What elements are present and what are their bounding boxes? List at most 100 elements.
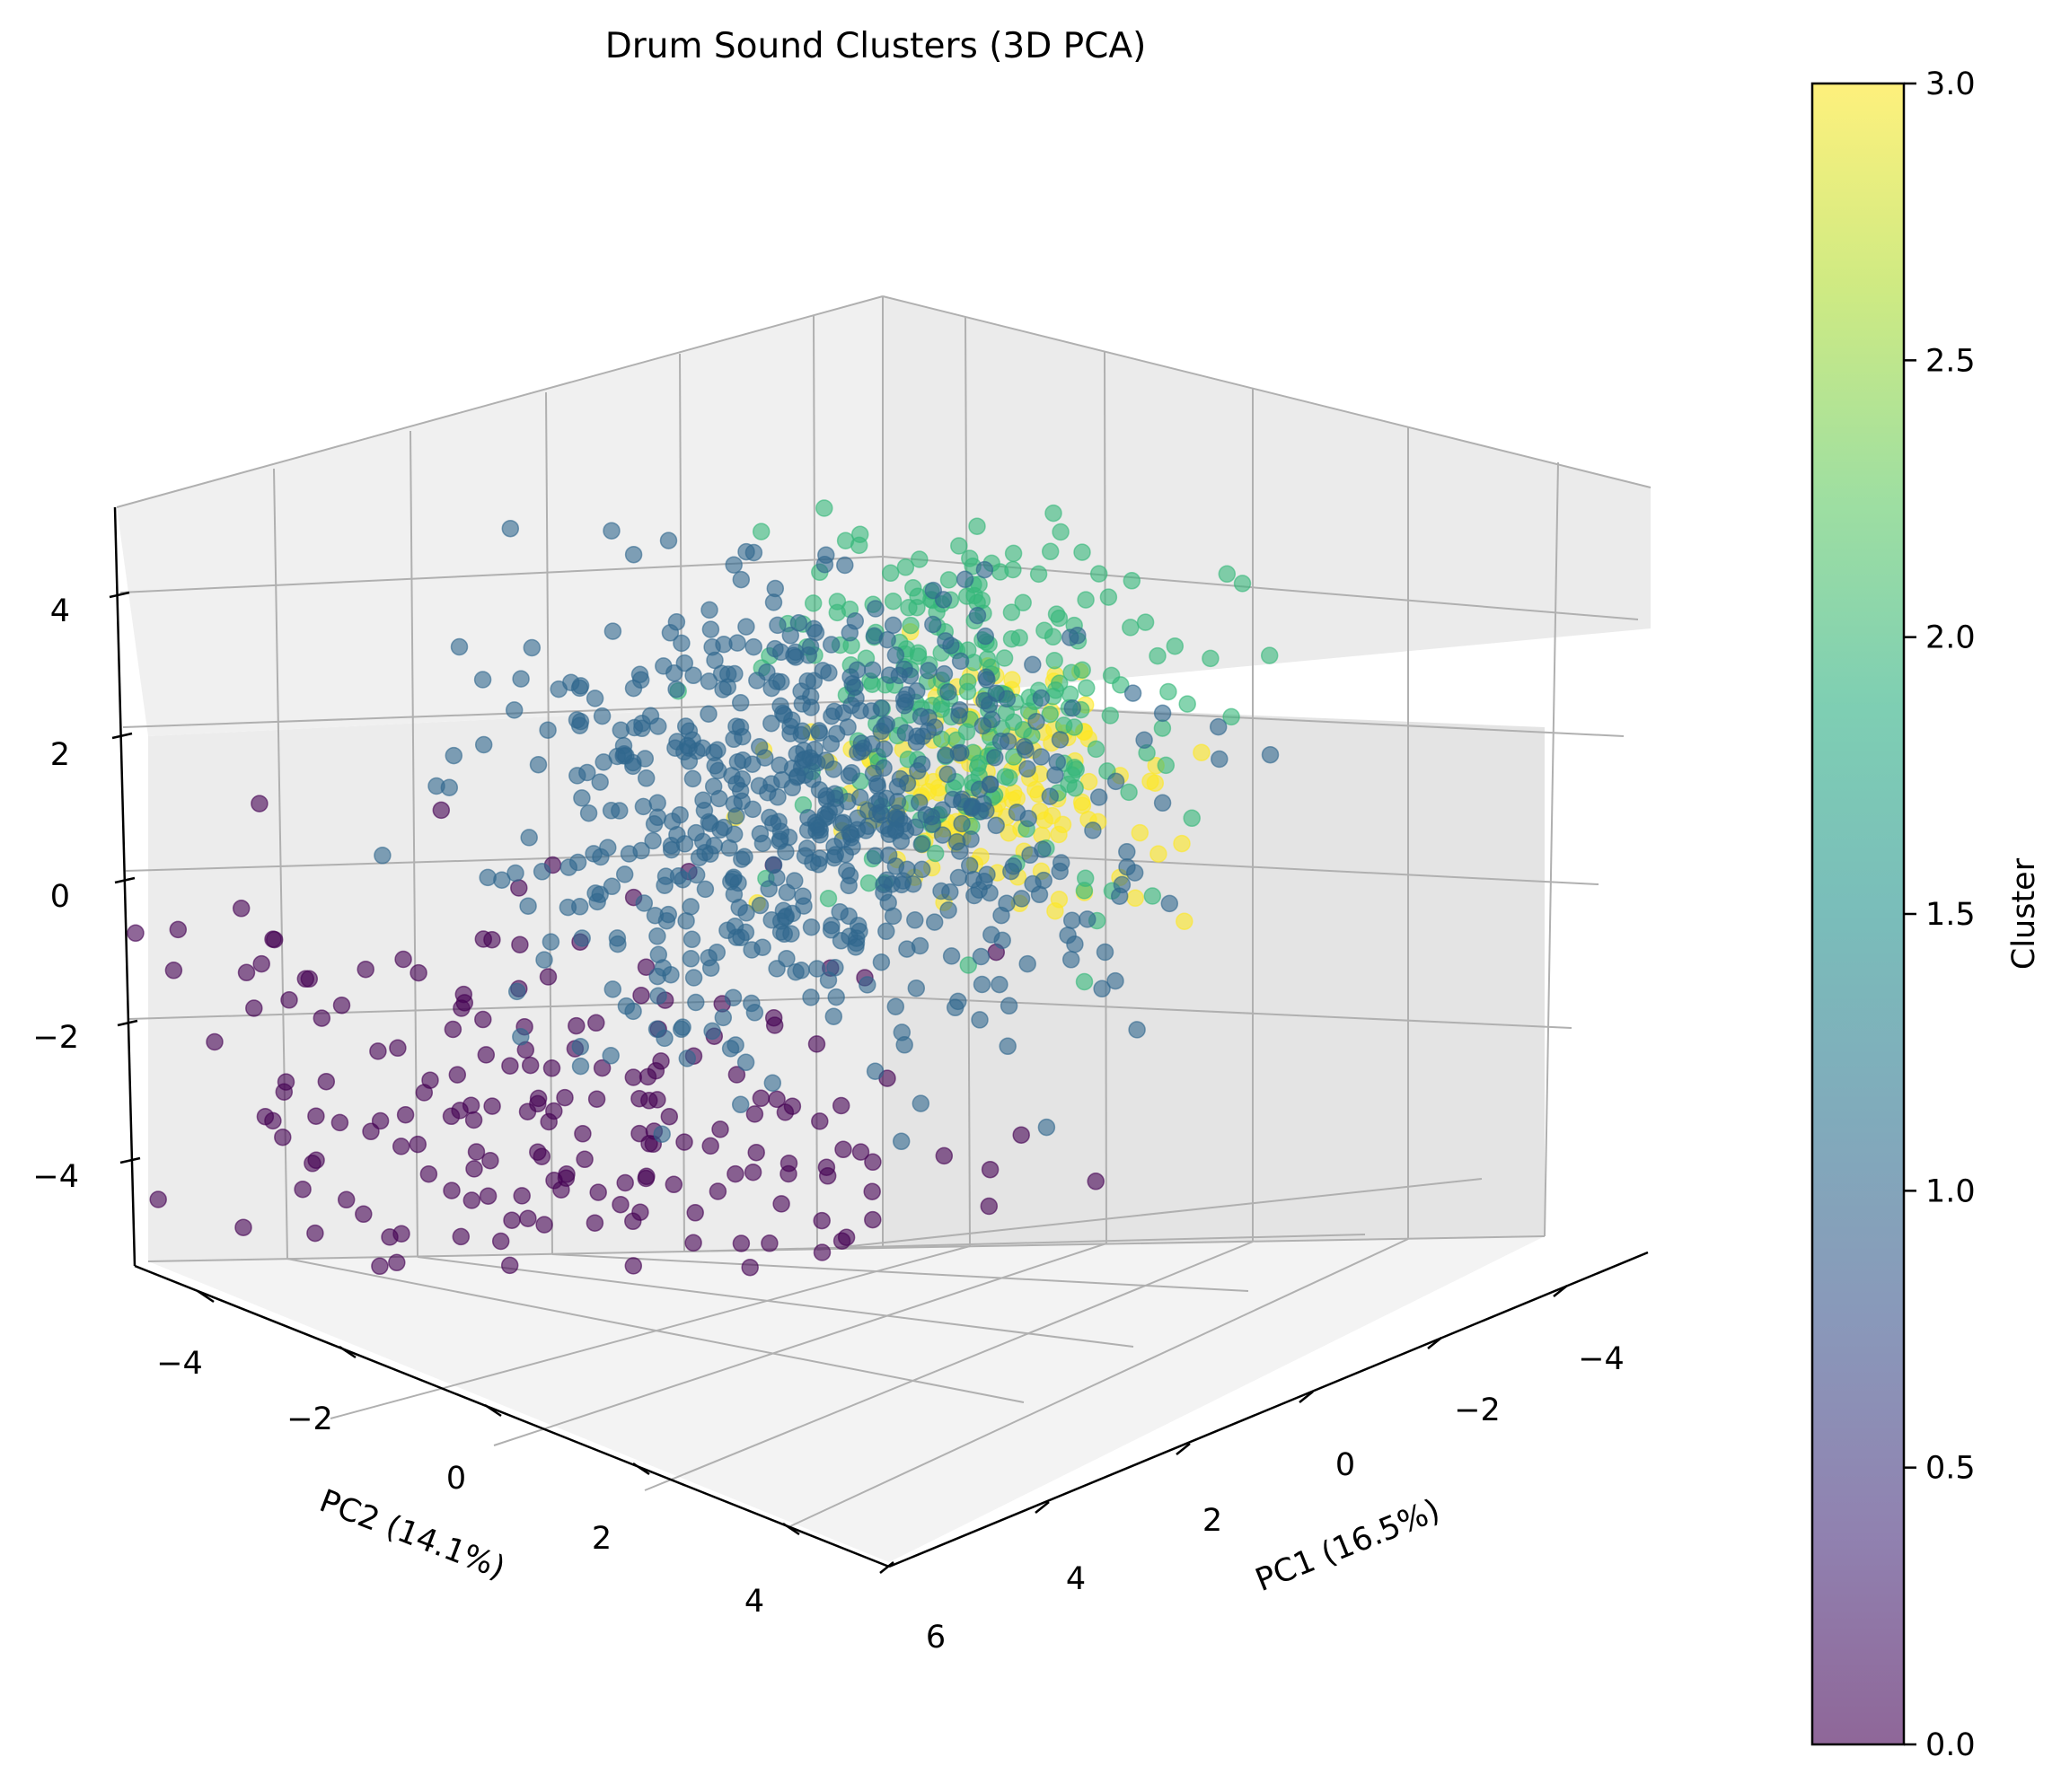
scatter-point-cluster-1 xyxy=(872,698,891,717)
scatter-point-cluster-1 xyxy=(877,922,895,941)
scatter-point-cluster-0 xyxy=(294,1180,312,1199)
scatter-point-cluster-1 xyxy=(648,808,667,827)
scatter-point-cluster-2 xyxy=(1153,719,1172,737)
scatter-point-cluster-1 xyxy=(872,953,891,971)
scatter-point-cluster-1 xyxy=(827,988,845,1006)
scatter-point-cluster-1 xyxy=(786,872,804,890)
scatter-point-cluster-1 xyxy=(682,898,700,916)
scatter-point-cluster-1 xyxy=(1024,655,1042,674)
z-tick-label: 4 xyxy=(50,593,70,629)
scatter-point-cluster-1 xyxy=(907,733,926,751)
scatter-point-cluster-1 xyxy=(700,705,718,723)
scatter-point-cluster-2 xyxy=(909,644,928,663)
scatter-point-cluster-1 xyxy=(696,880,715,899)
scatter-point-cluster-0 xyxy=(371,1111,390,1130)
scatter-point-cluster-1 xyxy=(1118,857,1136,876)
scatter-point-cluster-0 xyxy=(764,1008,783,1027)
scatter-point-cluster-1 xyxy=(992,906,1010,925)
scatter-point-cluster-0 xyxy=(686,1204,704,1222)
scatter-point-cluster-0 xyxy=(491,1232,510,1251)
scatter-point-cluster-1 xyxy=(946,998,964,1017)
scatter-point-cluster-1 xyxy=(991,732,1010,751)
scatter-point-cluster-0 xyxy=(638,1167,656,1186)
scatter-point-cluster-1 xyxy=(501,519,520,538)
scatter-point-cluster-0 xyxy=(127,924,145,943)
y-tick-label: 0 xyxy=(446,1461,466,1497)
scatter-point-cluster-0 xyxy=(371,1257,389,1276)
scatter-point-cluster-0 xyxy=(587,1090,606,1108)
scatter-point-cluster-1 xyxy=(991,975,1008,994)
scatter-point-cluster-0 xyxy=(834,1140,852,1159)
scatter-point-cluster-1 xyxy=(675,654,694,672)
scatter-point-cluster-1 xyxy=(866,1062,885,1080)
z-ticks: 4 2 0 −2 −4 xyxy=(32,591,141,1195)
scatter-point-cluster-0 xyxy=(624,1257,643,1275)
scatter-point-cluster-0 xyxy=(542,1059,561,1077)
scatter-point-cluster-1 xyxy=(987,816,1005,835)
scatter-point-cluster-1 xyxy=(923,815,942,833)
scatter-point-cluster-1 xyxy=(714,1008,733,1027)
scatter-point-cluster-2 xyxy=(1045,651,1063,670)
scatter-point-cluster-1 xyxy=(1027,712,1045,731)
scatter-point-cluster-1 xyxy=(971,1011,989,1029)
scatter-point-cluster-0 xyxy=(1087,1173,1105,1190)
scatter-point-cluster-0 xyxy=(631,1203,649,1221)
scatter-point-cluster-1 xyxy=(939,901,957,919)
scatter-point-cluster-0 xyxy=(500,1256,519,1275)
scatter-point-cluster-1 xyxy=(533,863,551,881)
scatter-point-cluster-0 xyxy=(264,1111,282,1130)
axes-spines xyxy=(113,506,1649,1568)
colorbar-tick-label: 2.5 xyxy=(1925,343,1976,379)
scatter-point-cluster-2 xyxy=(1218,565,1237,584)
scatter-point-cluster-1 xyxy=(1000,997,1018,1015)
scatter-point-cluster-0 xyxy=(442,1107,461,1126)
scatter-point-cluster-1 xyxy=(846,612,865,630)
x-tick-label: −4 xyxy=(1578,1341,1625,1377)
scatter-point-cluster-1 xyxy=(934,591,953,609)
scatter-point-cluster-2 xyxy=(995,649,1014,667)
scatter-point-cluster-0 xyxy=(474,1010,492,1029)
scatter-point-cluster-1 xyxy=(591,773,609,791)
scatter-point-cluster-2 xyxy=(1101,707,1120,725)
scatter-point-cluster-1 xyxy=(659,531,678,549)
scatter-point-cluster-1 xyxy=(843,838,861,856)
scatter-point-cluster-0 xyxy=(813,1211,831,1230)
y-axis-label: PC2 (14.1%) xyxy=(314,1483,509,1586)
scatter-point-cluster-0 xyxy=(410,963,427,982)
scatter-point-cluster-1 xyxy=(846,678,864,696)
scatter-point-cluster-2 xyxy=(815,499,833,517)
scatter-point-cluster-1 xyxy=(617,747,635,765)
scatter-point-cluster-1 xyxy=(863,661,882,679)
scatter-point-cluster-1 xyxy=(884,616,903,635)
scatter-point-cluster-1 xyxy=(1106,772,1125,791)
scatter-point-cluster-1 xyxy=(731,718,750,736)
scatter-point-cluster-1 xyxy=(744,637,762,656)
scatter-point-cluster-1 xyxy=(450,637,469,656)
scatter-point-cluster-1 xyxy=(1084,821,1102,839)
scatter-point-cluster-1 xyxy=(906,911,924,929)
scatter-point-cluster-1 xyxy=(907,979,926,997)
scatter-point-cluster-1 xyxy=(763,814,782,832)
scatter-point-cluster-0 xyxy=(752,1089,771,1108)
scatter-point-cluster-1 xyxy=(700,672,718,690)
scatter-point-cluster-1 xyxy=(972,947,991,966)
scatter-point-cluster-1 xyxy=(804,770,822,788)
scatter-point-cluster-1 xyxy=(659,905,678,924)
scatter-point-cluster-1 xyxy=(847,938,865,956)
scatter-point-cluster-1 xyxy=(1093,979,1111,998)
scatter-point-cluster-1 xyxy=(975,691,993,710)
scatter-point-cluster-1 xyxy=(519,897,537,915)
scatter-point-cluster-1 xyxy=(938,765,956,784)
scatter-point-cluster-2 xyxy=(1060,775,1078,794)
scatter-point-cluster-1 xyxy=(1051,862,1069,881)
scatter-point-cluster-1 xyxy=(1123,684,1142,702)
scatter-point-cluster-2 xyxy=(939,571,958,589)
scatter-point-cluster-0 xyxy=(454,985,473,1004)
scatter-point-cluster-2 xyxy=(1120,783,1138,802)
scatter-point-cluster-3 xyxy=(1072,793,1091,812)
scatter-point-cluster-1 xyxy=(1018,954,1036,973)
scatter-point-cluster-1 xyxy=(795,897,813,915)
scatter-point-cluster-1 xyxy=(603,522,621,540)
scatter-point-cluster-0 xyxy=(616,1173,634,1192)
scatter-point-cluster-1 xyxy=(724,870,743,888)
